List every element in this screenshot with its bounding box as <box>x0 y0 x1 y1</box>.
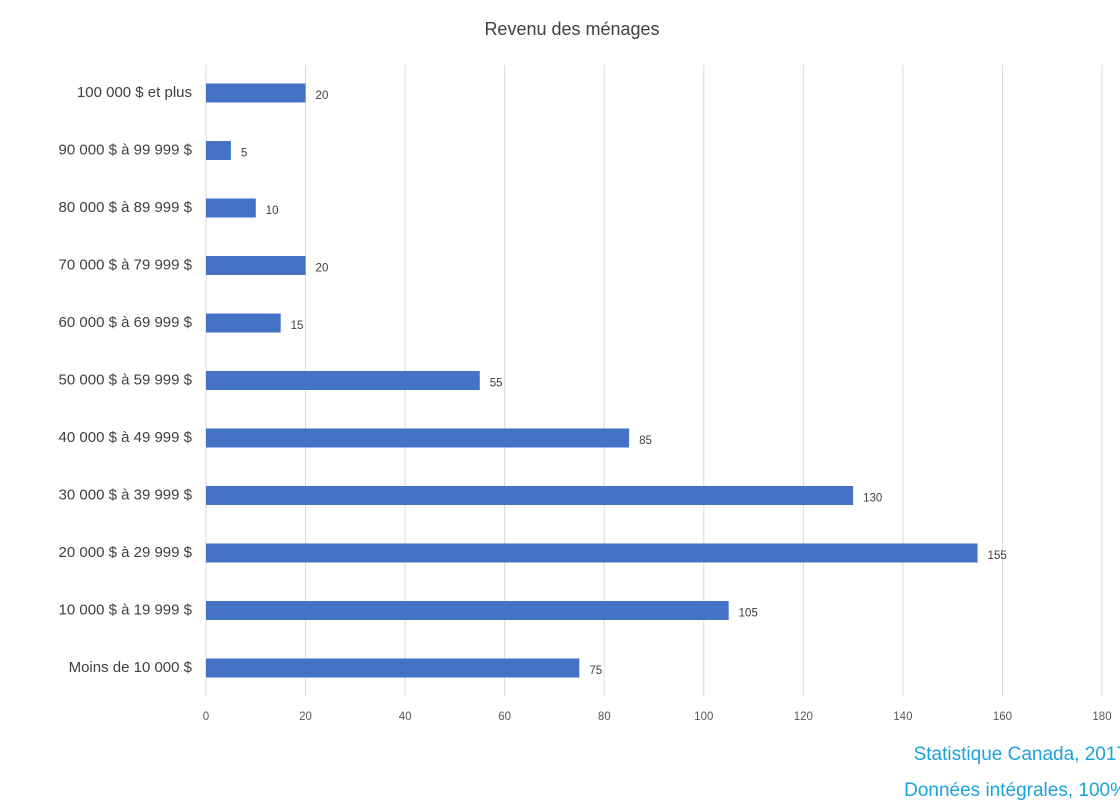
x-tick-label: 20 <box>299 711 312 723</box>
bar <box>206 198 256 218</box>
value-label: 20 <box>316 90 329 102</box>
x-tick-label: 80 <box>598 711 611 723</box>
value-label: 155 <box>988 550 1007 562</box>
y-tick-label: 40 000 $ à 49 999 $ <box>59 429 193 446</box>
value-label: 5 <box>241 148 247 160</box>
bar <box>206 141 231 160</box>
x-tick-label: 120 <box>794 711 813 723</box>
x-tick-label: 40 <box>399 711 412 723</box>
x-tick-label: 140 <box>893 711 912 723</box>
value-label: 55 <box>490 378 503 390</box>
bar <box>206 658 580 678</box>
bar <box>206 543 978 563</box>
value-label: 85 <box>639 435 652 447</box>
bar <box>206 313 281 333</box>
source: Données intégrales, 100% <box>904 780 1120 801</box>
source: Statistique Canada, 2017 <box>914 744 1120 765</box>
bar <box>206 256 306 275</box>
bar <box>206 83 306 103</box>
value-label: 130 <box>863 493 882 505</box>
x-tick-label: 180 <box>1092 711 1111 723</box>
y-tick-label: 20 000 $ à 29 999 $ <box>59 544 193 561</box>
y-tick-label: 70 000 $ à 79 999 $ <box>59 256 193 273</box>
y-tick-label: 30 000 $ à 39 999 $ <box>59 486 193 503</box>
bar <box>206 486 854 505</box>
value-label: 105 <box>739 608 758 620</box>
y-tick-label: 60 000 $ à 69 999 $ <box>59 314 193 331</box>
bar <box>206 601 729 620</box>
x-tick-label: 160 <box>993 711 1012 723</box>
bar <box>206 371 480 390</box>
bar <box>206 428 630 448</box>
y-tick-label: 90 000 $ à 99 999 $ <box>59 141 193 158</box>
y-tick-label: 10 000 $ à 19 999 $ <box>59 601 193 618</box>
value-label: 15 <box>291 320 304 332</box>
chart-title: Revenu des ménages <box>484 19 659 39</box>
y-tick-label: 80 000 $ à 89 999 $ <box>59 199 193 216</box>
value-label: 20 <box>316 263 329 275</box>
x-tick-label: 0 <box>203 711 209 723</box>
y-tick-label: Moins de 10 000 $ <box>69 659 193 676</box>
value-label: 75 <box>589 665 602 677</box>
y-tick-label: 100 000 $ et plus <box>77 84 192 101</box>
y-tick-label: 50 000 $ à 59 999 $ <box>59 371 193 388</box>
x-tick-label: 100 <box>694 711 713 723</box>
x-tick-label: 60 <box>498 711 511 723</box>
value-label: 10 <box>266 205 279 217</box>
